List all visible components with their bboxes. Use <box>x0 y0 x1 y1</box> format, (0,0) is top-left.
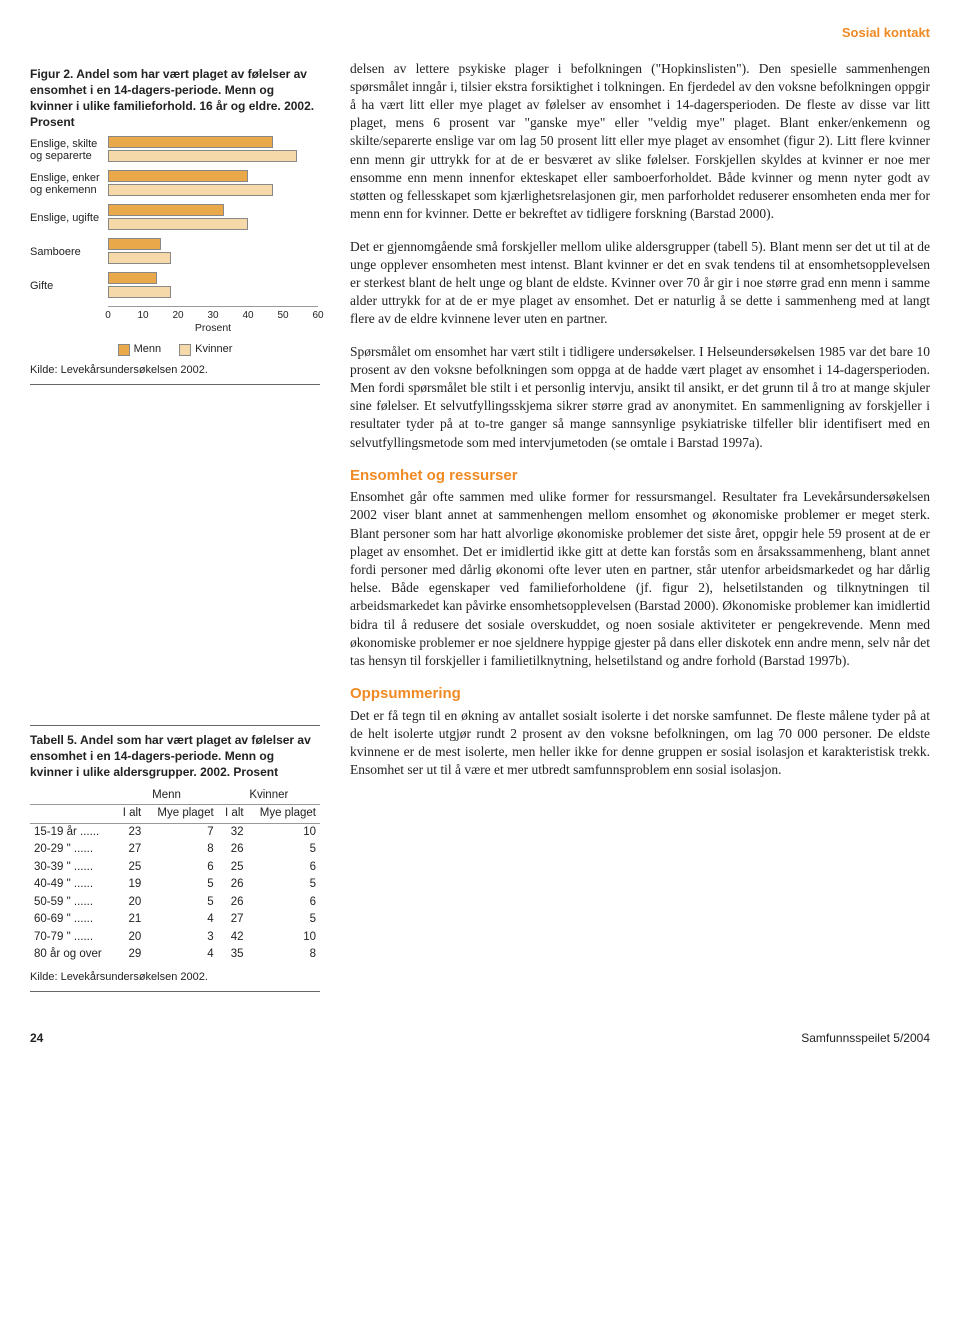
chart-row: Gifte <box>30 272 320 300</box>
table-row: 30-39 " ......256256 <box>30 859 320 877</box>
chart-row: Enslige, enker og enkemenn <box>30 170 320 198</box>
body-text: delsen av lettere psykiske plager i befo… <box>350 60 930 992</box>
table-row: 15-19 år ......2373210 <box>30 823 320 841</box>
chart-row: Samboere <box>30 238 320 266</box>
paragraph: Det er gjennomgående små forskjeller mel… <box>350 238 930 329</box>
journal-ref: Samfunnsspeilet 5/2004 <box>801 1030 930 1046</box>
paragraph: Det er få tegn til en økning av antallet… <box>350 707 930 780</box>
figure-source: Kilde: Levekårsundersøkelsen 2002. <box>30 363 320 385</box>
table-row: 80 år og over294358 <box>30 946 320 964</box>
x-axis: 0102030405060Prosent <box>108 306 318 334</box>
bar-kvinner <box>108 218 248 230</box>
paragraph: Ensomhet går ofte sammen med ulike forme… <box>350 488 930 670</box>
figure-caption: Figur 2. Andel som har vært plaget av fø… <box>30 60 320 131</box>
chart-row: Enslige, skilte og separerte <box>30 136 320 164</box>
chart-legend: Menn Kvinner <box>30 342 320 357</box>
bar-kvinner <box>108 150 297 162</box>
legend-kvinner: Kvinner <box>179 342 232 357</box>
bar-menn <box>108 238 161 250</box>
table-row: 50-59 " ......205266 <box>30 894 320 912</box>
paragraph: Spørsmålet om ensomhet har vært stilt i … <box>350 343 930 452</box>
chart-category-label: Enslige, ugifte <box>30 212 108 225</box>
subheading: Ensomhet og ressurser <box>350 466 930 486</box>
figure-2: Figur 2. Andel som har vært plaget av fø… <box>30 60 320 385</box>
chart-category-label: Gifte <box>30 280 108 293</box>
table-row: 40-49 " ......195265 <box>30 876 320 894</box>
table-row: 20-29 " ......278265 <box>30 841 320 859</box>
table-source: Kilde: Levekårsundersøkelsen 2002. <box>30 970 320 992</box>
bar-chart: Enslige, skilte og separerte Enslige, enk… <box>30 136 320 334</box>
bar-kvinner <box>108 252 171 264</box>
bar-menn <box>108 136 273 148</box>
legend-menn: Menn <box>118 342 162 357</box>
data-table: Menn Kvinner I alt Mye plaget I alt Mye … <box>30 787 320 964</box>
section-tag: Sosial kontakt <box>30 24 930 42</box>
left-column: Figur 2. Andel som har vært plaget av fø… <box>30 60 320 992</box>
table-row: 70-79 " ......2034210 <box>30 929 320 947</box>
bar-kvinner <box>108 286 171 298</box>
chart-row: Enslige, ugifte <box>30 204 320 232</box>
page-number: 24 <box>30 1030 43 1046</box>
chart-category-label: Enslige, skilte og separerte <box>30 138 108 163</box>
table-row: 60-69 " ......214275 <box>30 911 320 929</box>
table-5: Tabell 5. Andel som har vært plaget av f… <box>30 725 320 992</box>
page-footer: 24 Samfunnsspeilet 5/2004 <box>30 1022 930 1046</box>
bar-kvinner <box>108 184 273 196</box>
bar-menn <box>108 272 157 284</box>
chart-category-label: Samboere <box>30 246 108 259</box>
chart-category-label: Enslige, enker og enkemenn <box>30 172 108 197</box>
subheading: Oppsummering <box>350 684 930 704</box>
table-caption: Tabell 5. Andel som har vært plaget av f… <box>30 725 320 781</box>
bar-menn <box>108 204 224 216</box>
paragraph: delsen av lettere psykiske plager i befo… <box>350 60 930 224</box>
bar-menn <box>108 170 248 182</box>
